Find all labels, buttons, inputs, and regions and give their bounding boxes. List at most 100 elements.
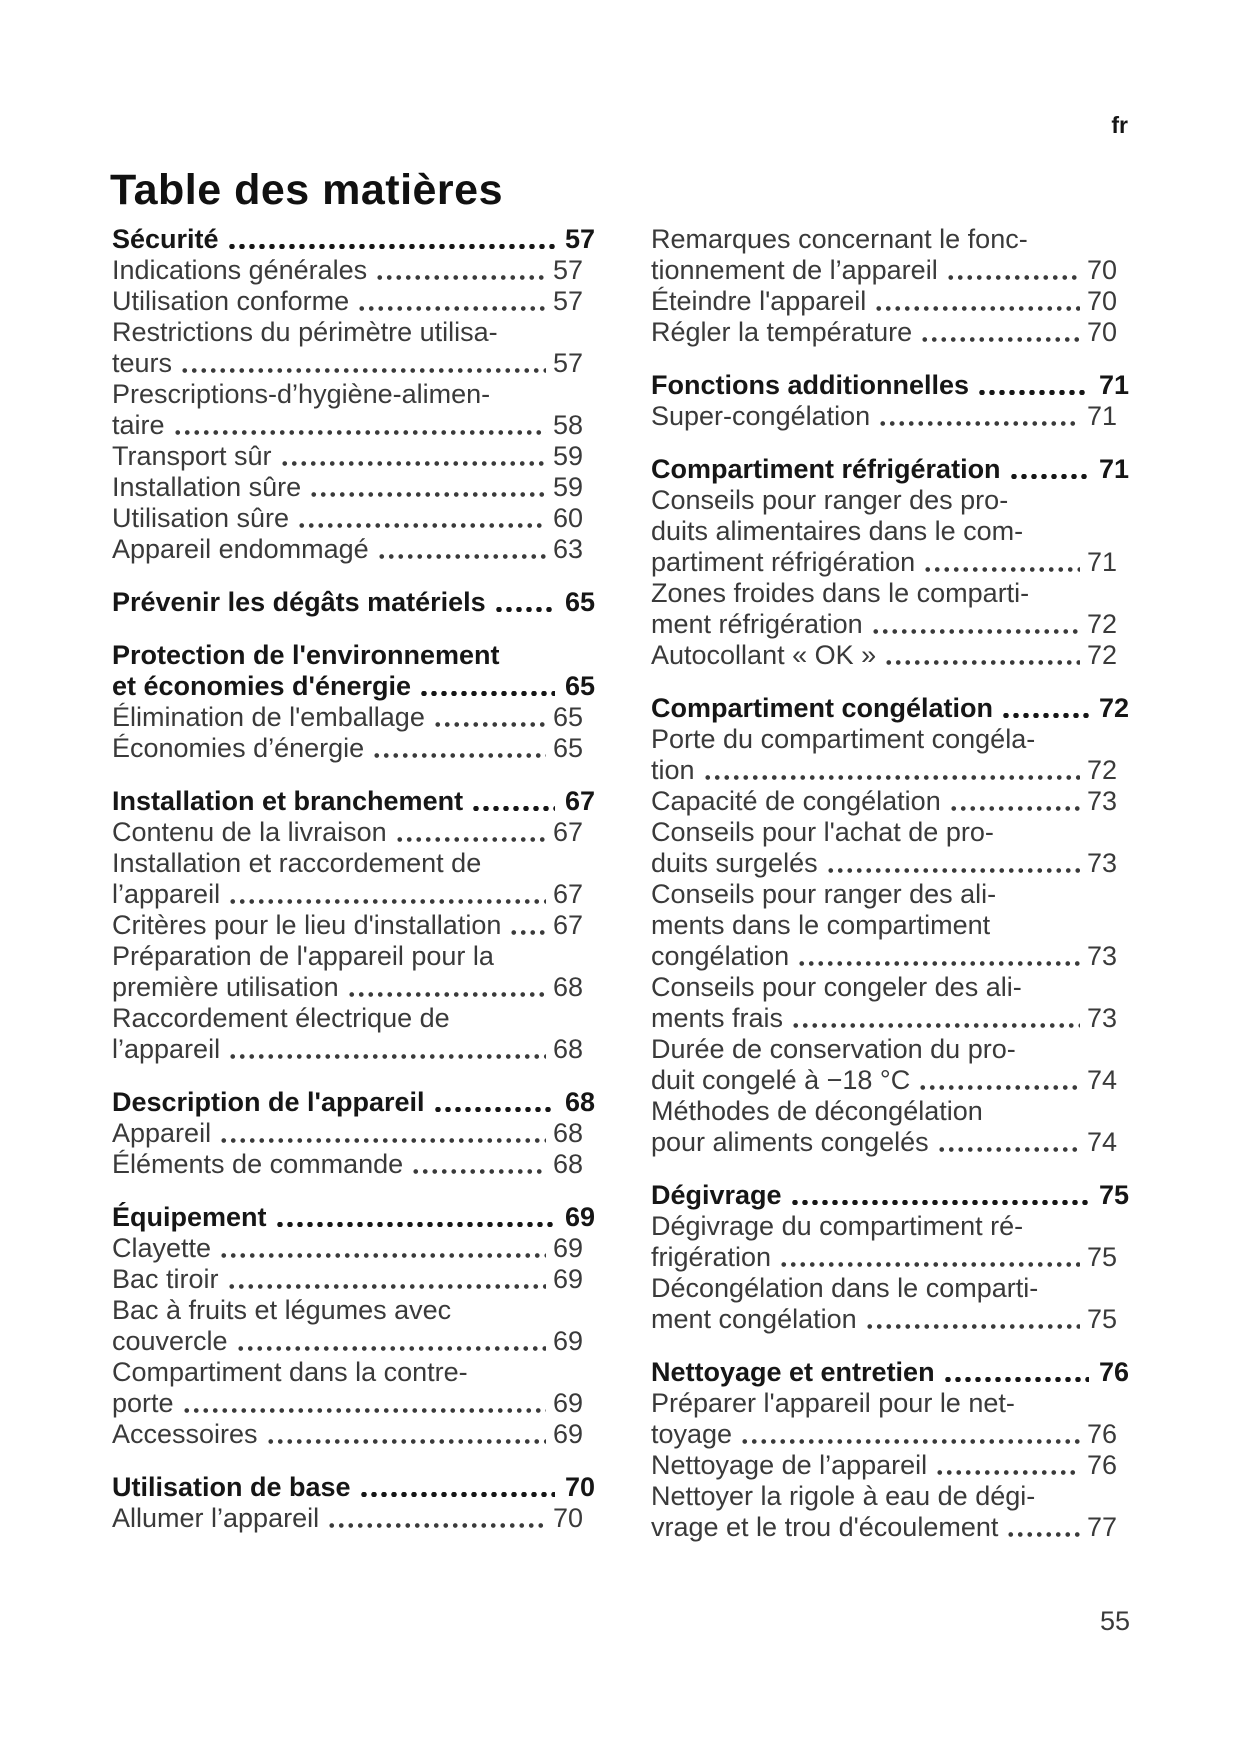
toc-line: Éléments de commande 68 [112,1149,595,1180]
toc-line: Éteindre l'appareil 70 [651,286,1129,317]
toc-line: duits surgelés 73 [651,848,1129,879]
toc-line: Accessoires 69 [112,1419,595,1450]
dot-leader [309,492,546,497]
toc-page-ref: 71 [1086,547,1117,577]
toc-entry-text: Nettoyer la rigole à eau de dégi- [651,1481,1036,1511]
toc-line: Élimination de l'emballage 65 [112,702,595,733]
dot-leader [509,930,546,935]
toc-entry-text: l’appareil [112,1034,221,1064]
toc-page-ref: 69 [552,1419,583,1449]
toc-entry-text: Zones froides dans le comparti- [651,578,1030,608]
toc-entry: Dégivrage du compartiment ré-frigération… [651,1211,1129,1273]
toc-entry: Description de l'appareil 68 [112,1087,595,1118]
toc-entry: Durée de conservation du pro-duit congel… [651,1034,1129,1096]
toc-entry: Accessoires 69 [112,1419,595,1450]
dot-leader [375,275,546,280]
toc-entry-text: tionnement de l’appareil [651,255,938,285]
toc-line: Fonctions additionnelles 71 [651,370,1129,401]
toc-line: Équipement 69 [112,1202,595,1233]
toc-entry-text: Nettoyage de l’appareil [651,1450,928,1480]
toc-page-ref: 67 [552,879,583,909]
toc-entry: Utilisation conforme 57 [112,286,595,317]
toc-entry: Appareil endommagé 63 [112,534,595,565]
toc-page-ref: 67 [564,786,595,816]
toc-entry: Sécurité 57 [112,224,595,255]
toc-line: teurs 57 [112,348,595,379]
toc-entry: Élimination de l'emballage 65 [112,702,595,733]
dot-leader [936,1147,1080,1152]
toc-page-ref: 71 [1086,401,1117,431]
toc-entry-text: Super-congélation [651,401,871,431]
toc-page-ref: 74 [1086,1065,1117,1095]
toc-entry-text: Autocollant « OK » [651,640,877,670]
dot-leader [226,243,555,249]
dot-leader [346,992,546,997]
toc-line: partiment réfrigération 71 [651,547,1129,578]
toc-entry: Économies d’énergie 65 [112,733,595,764]
toc-column-right: Remarques concernant le fonc-tionnement … [651,224,1129,1543]
toc-page-ref: 70 [1086,286,1117,316]
toc-entry-text: l’appareil [112,879,221,909]
dot-leader [918,1085,1080,1090]
toc-line: Méthodes de décongélation [651,1096,1129,1127]
toc-entry: Bac tiroir 69 [112,1264,595,1295]
toc-line: Durée de conservation du pro- [651,1034,1129,1065]
toc-entry-text: Utilisation conforme [112,286,350,316]
toc-line: Conseils pour l'achat de pro- [651,817,1129,848]
toc-entry-text: Prévenir les dégâts matériels [112,587,486,617]
toc-page-ref: 69 [552,1326,583,1356]
toc-line: Utilisation de base 70 [112,1472,595,1503]
toc-entry-text: Conseils pour ranger des pro- [651,485,1009,515]
dot-leader [432,722,546,727]
toc-entry: Méthodes de décongélation pour aliments c… [651,1096,1129,1158]
toc-page-ref: 70 [1086,255,1117,285]
dot-leader [1001,712,1089,718]
toc-page-ref: 70 [552,1503,583,1533]
toc-entry-text: Régler la température [651,317,913,347]
toc-line: Régler la température 70 [651,317,1129,348]
toc-line: congélation 73 [651,941,1129,972]
toc-entry-text: duits surgelés [651,848,818,878]
toc-entry: Prévenir les dégâts matériels 65 [112,587,595,618]
toc-line: Critères pour le lieu d'installation 67 [112,910,595,941]
toc-page-ref: 59 [552,441,583,471]
dot-leader [172,430,546,435]
toc-entry-text: Compartiment congélation [651,693,994,723]
toc-line: Utilisation sûre 60 [112,503,595,534]
dot-leader [228,1054,546,1059]
toc-entry-text: Bac à fruits et légumes avec [112,1295,452,1325]
dot-leader [181,1408,546,1413]
toc-line: porte 69 [112,1388,595,1419]
dot-leader [357,306,546,311]
toc-entry-text: frigération [651,1242,772,1272]
toc-entry: Éteindre l'appareil 70 [651,286,1129,317]
toc-entry: Porte du compartiment congéla-tion 72 [651,724,1129,786]
toc-entry-text: teurs [112,348,173,378]
toc-line: frigération 75 [651,1242,1129,1273]
toc-line: Restrictions du périmètre utilisa- [112,317,595,348]
toc-line: Compartiment dans la contre- [112,1357,595,1388]
toc-entry-text: Équipement [112,1202,267,1232]
toc-entry: Raccordement électrique de l’appareil 68 [112,1003,595,1065]
dot-leader [493,606,555,612]
toc-line: Préparation de l'appareil pour la [112,941,595,972]
toc-entry: Super-congélation 71 [651,401,1129,432]
toc-entry-text: Contenu de la livraison [112,817,387,847]
toc-entry-text: Nettoyage et entretien [651,1357,935,1387]
toc-page-ref: 69 [552,1388,583,1418]
toc-line: Porte du compartiment congéla- [651,724,1129,755]
toc-entry-text: Dégivrage du compartiment ré- [651,1211,1024,1241]
toc-entry-text: première utilisation [112,972,339,1002]
toc-entry: Installation et raccordement de l’apparei… [112,848,595,910]
toc-line: Zones froides dans le comparti- [651,578,1129,609]
table-of-contents: Sécurité 57 Indications générales 57 Utilisa… [112,224,1129,1543]
toc-entry-text: Durée de conservation du pro- [651,1034,1016,1064]
toc-page-ref: 68 [552,1034,583,1064]
dot-leader [327,1523,546,1528]
toc-line: Indications générales 57 [112,255,595,286]
toc-entry-text: taire [112,410,165,440]
toc-page-ref: 70 [1086,317,1117,347]
toc-page-ref: 65 [552,702,583,732]
toc-entry: Fonctions additionnelles 71 [651,370,1129,401]
toc-entry-text: Conseils pour congeler des ali- [651,972,1022,1002]
